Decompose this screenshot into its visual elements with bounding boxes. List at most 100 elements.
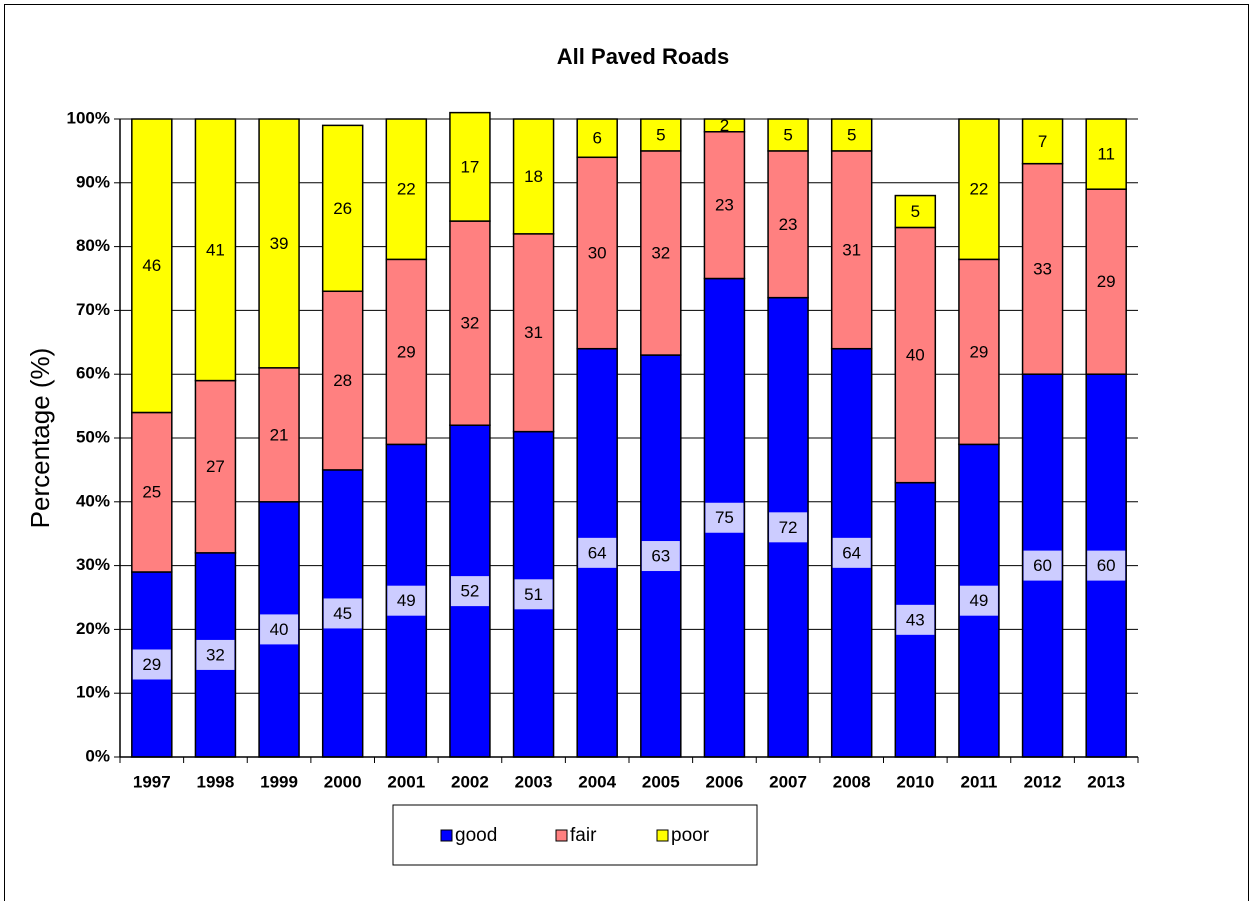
bar-segment [385,118,428,261]
data-label: 5 [783,125,792,144]
bar-segment [449,111,491,222]
y-tick-label: 100% [67,108,110,127]
data-label: 41 [206,240,225,259]
bar-segment [958,258,1000,446]
data-label: 40 [270,620,289,639]
bar-segment [1021,162,1064,375]
data-label: 7 [1038,132,1047,151]
data-label-bg [832,537,871,568]
y-tick-label: 70% [76,300,110,319]
data-label: 28 [333,371,352,390]
data-label: 32 [206,645,225,664]
bar-segment [1085,118,1127,190]
legend-box [392,804,758,866]
y-tick-label: 50% [76,427,110,446]
data-label: 11 [1097,145,1115,164]
bar-segment [512,118,555,235]
bar-segment [1085,188,1127,375]
y-tick-label: 90% [76,172,110,191]
data-label: 29 [142,655,161,674]
data-label: 25 [142,483,161,502]
x-tick-label: 2007 [769,772,807,791]
data-label: 27 [206,457,225,476]
data-label-bg [769,512,808,543]
data-label: 43 [906,610,925,629]
data-label: 49 [969,591,988,610]
data-label-bg [514,579,553,610]
y-tick-label: 0% [85,746,110,765]
data-label: 22 [969,180,988,199]
bar-segment [640,118,682,152]
data-label: 29 [397,342,416,361]
bar-segment [131,411,173,573]
bar-segment [131,118,173,414]
bar-segment [703,131,746,280]
data-label: 6 [592,129,601,148]
bar-segment [258,367,300,503]
data-label: 45 [333,604,352,623]
data-label: 17 [460,157,479,176]
bar-segment [576,156,618,350]
data-label: 64 [588,543,607,562]
data-label-bg [705,502,744,533]
bar-segment [894,194,937,229]
legend-swatch [555,829,568,842]
data-label: 23 [715,196,734,215]
legend-label: good [455,825,497,846]
data-label: 60 [1033,556,1052,575]
bar-segment [703,118,746,133]
data-label: 2 [720,116,729,135]
data-label: 5 [847,125,856,144]
x-tick-label: 2000 [324,772,362,791]
data-label: 21 [270,425,289,444]
data-label: 40 [906,346,925,365]
x-tick-label: 2003 [515,772,553,791]
x-tick-label: 1998 [197,772,235,791]
y-tick-label: 40% [76,491,110,510]
bar-segment [894,226,937,484]
data-label: 5 [656,125,665,144]
data-label: 32 [651,243,670,262]
y-tick-label: 10% [76,683,110,702]
data-label: 46 [142,256,161,275]
data-label-bg [450,576,489,607]
bar-segment [194,118,237,382]
x-tick-label: 2004 [578,772,616,791]
data-label: 31 [842,240,861,259]
data-label-bg [387,585,426,616]
data-label: 31 [524,323,543,342]
data-label-bg [896,604,935,635]
x-tick-label: 2008 [833,772,871,791]
data-label: 75 [715,508,734,527]
bar-segment [767,118,809,152]
data-label: 30 [588,243,607,262]
x-tick-label: 2010 [896,772,934,791]
data-label: 23 [779,215,798,234]
data-label-bg [1087,550,1126,581]
y-tick-label: 60% [76,364,110,383]
x-tick-label: 2011 [960,772,997,791]
x-tick-label: 2005 [642,772,680,791]
y-axis-label: Percentage (%) [25,348,55,529]
legend-label: fair [570,825,597,846]
bar-segment [321,124,364,293]
data-label: 52 [460,582,479,601]
data-label-bg [641,541,680,572]
data-label: 32 [460,314,479,333]
chart-title: All Paved Roads [557,44,729,69]
legend-swatch [440,829,453,842]
bar-segment [321,290,364,471]
data-label: 22 [397,180,416,199]
data-label-bg [260,614,299,645]
bar-segment [258,118,300,369]
data-label-bg [323,598,362,629]
bar-segment [576,118,618,159]
bar-segment [958,118,1000,261]
data-label-bg [1023,550,1062,581]
data-label-bg [578,537,617,568]
x-tick-label: 2001 [387,772,425,791]
data-label: 33 [1033,259,1052,278]
y-tick-label: 20% [76,619,110,638]
data-label: 64 [842,543,861,562]
